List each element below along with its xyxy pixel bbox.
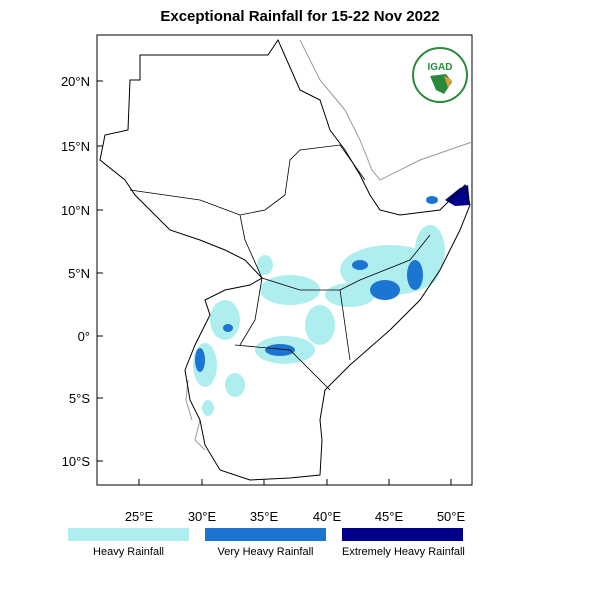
y-tick-label: 0° bbox=[78, 329, 90, 344]
igad-logo: IGAD bbox=[412, 47, 468, 103]
x-tick-label: 45°E bbox=[375, 509, 404, 524]
legend-very-heavy: Very Heavy Rainfall bbox=[205, 528, 326, 558]
y-tick-label: 5°N bbox=[68, 266, 90, 281]
very-heavy-rainfall-areas bbox=[195, 196, 438, 372]
svg-text:IGAD: IGAD bbox=[428, 62, 453, 73]
legend-swatch bbox=[68, 528, 189, 541]
extremely-heavy-rainfall-areas bbox=[445, 185, 470, 206]
legend-extremely-heavy: Extremely Heavy Rainfall bbox=[342, 528, 465, 558]
red-sea-coast bbox=[299, 39, 473, 181]
legend-swatch bbox=[342, 528, 463, 541]
legend-label: Extremely Heavy Rainfall bbox=[342, 546, 465, 558]
y-tick-label: 15°N bbox=[61, 139, 90, 154]
legend-heavy: Heavy Rainfall bbox=[68, 528, 189, 558]
country-borders bbox=[129, 144, 431, 391]
region-outline bbox=[99, 38, 471, 481]
map-title: Exceptional Rainfall for 15-22 Nov 2022 bbox=[160, 8, 440, 25]
x-tick-label: 40°E bbox=[313, 509, 342, 524]
legend-label: Very Heavy Rainfall bbox=[217, 546, 314, 558]
x-tick-label: 35°E bbox=[250, 509, 279, 524]
y-tick-label: 10°N bbox=[61, 203, 90, 218]
x-tick-label: 50°E bbox=[437, 509, 466, 524]
x-tick-label: 30°E bbox=[188, 509, 217, 524]
y-tick-label: 20°N bbox=[61, 74, 90, 89]
legend-swatch bbox=[205, 528, 326, 541]
y-tick-label: 5°S bbox=[69, 391, 90, 406]
x-tick-label: 25°E bbox=[125, 509, 154, 524]
legend-label: Heavy Rainfall bbox=[93, 546, 164, 558]
y-tick-label: 10°S bbox=[62, 454, 91, 469]
